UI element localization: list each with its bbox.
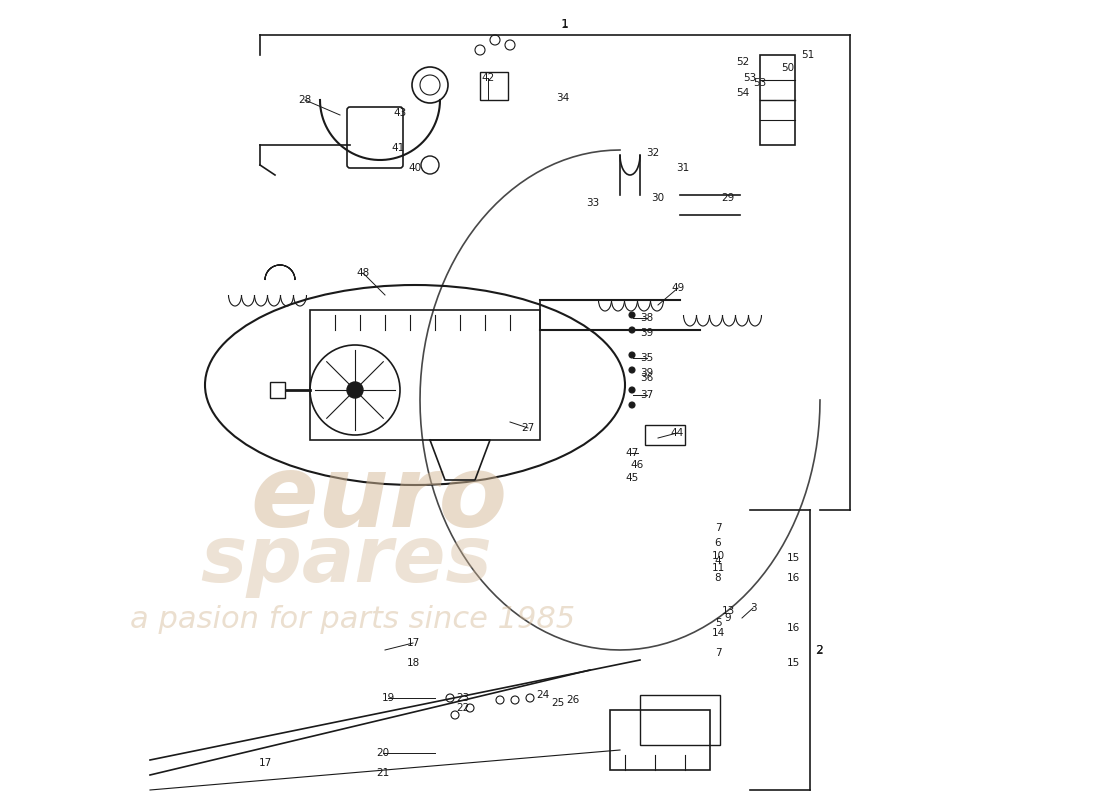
Text: 20: 20	[376, 748, 389, 758]
Text: 29: 29	[722, 193, 735, 203]
Text: spares: spares	[200, 522, 492, 598]
Circle shape	[629, 367, 635, 373]
Circle shape	[629, 402, 635, 408]
Text: 15: 15	[786, 553, 800, 563]
Text: 52: 52	[736, 57, 749, 67]
Text: 39: 39	[640, 368, 653, 378]
Text: 24: 24	[537, 690, 550, 700]
Text: 21: 21	[376, 768, 389, 778]
Text: 44: 44	[670, 428, 683, 438]
Circle shape	[629, 387, 635, 393]
Text: 7: 7	[715, 648, 722, 658]
Bar	[610, 710, 710, 770]
Circle shape	[346, 382, 363, 398]
Text: 23: 23	[456, 693, 470, 703]
Text: 6: 6	[715, 538, 722, 548]
Text: 10: 10	[712, 551, 725, 561]
Text: 53: 53	[754, 78, 767, 88]
Text: 25: 25	[551, 698, 564, 708]
Text: 22: 22	[456, 703, 470, 713]
Circle shape	[629, 327, 635, 333]
Text: 9: 9	[725, 613, 732, 623]
Text: 40: 40	[408, 163, 421, 173]
Bar	[270, 382, 285, 398]
Text: 33: 33	[586, 198, 600, 208]
Text: a pasion for parts since 1985: a pasion for parts since 1985	[130, 606, 575, 634]
Text: euro: euro	[250, 451, 507, 549]
Text: 28: 28	[298, 95, 311, 105]
Text: 15: 15	[786, 658, 800, 668]
Text: 8: 8	[715, 573, 722, 583]
Text: 3: 3	[750, 603, 757, 613]
Text: 35: 35	[640, 353, 653, 363]
Text: 17: 17	[406, 638, 419, 648]
Text: 16: 16	[786, 573, 800, 583]
Text: 7: 7	[715, 523, 722, 533]
Circle shape	[629, 352, 635, 358]
Bar	[310, 310, 540, 440]
Text: 34: 34	[557, 93, 570, 103]
Text: 16: 16	[786, 623, 800, 633]
Bar	[640, 695, 720, 745]
Text: 5: 5	[715, 618, 722, 628]
Text: 36: 36	[640, 373, 653, 383]
Text: 13: 13	[722, 606, 735, 616]
Text: 14: 14	[712, 628, 725, 638]
Text: 38: 38	[640, 313, 653, 323]
Bar	[760, 55, 795, 145]
Text: 4: 4	[715, 556, 722, 566]
Text: 32: 32	[647, 148, 660, 158]
Text: 2: 2	[815, 643, 823, 657]
Text: 42: 42	[482, 73, 495, 83]
Text: 18: 18	[406, 658, 419, 668]
Bar	[645, 425, 685, 445]
Text: 54: 54	[736, 88, 749, 98]
Text: 19: 19	[382, 693, 395, 703]
Text: 46: 46	[630, 460, 644, 470]
Text: 17: 17	[258, 758, 272, 768]
Text: 27: 27	[521, 423, 535, 433]
Text: 2: 2	[816, 645, 823, 655]
Text: 53: 53	[744, 73, 757, 83]
Polygon shape	[430, 440, 490, 480]
Text: 50: 50	[781, 63, 794, 73]
Bar	[480, 72, 508, 100]
Text: 26: 26	[566, 695, 580, 705]
Text: 37: 37	[640, 390, 653, 400]
Text: 1: 1	[561, 18, 569, 31]
Text: 51: 51	[802, 50, 815, 60]
Text: 47: 47	[626, 448, 639, 458]
Text: 49: 49	[671, 283, 684, 293]
Circle shape	[629, 312, 635, 318]
Text: 45: 45	[626, 473, 639, 483]
Text: 1: 1	[562, 19, 569, 29]
Text: 41: 41	[392, 143, 405, 153]
Text: 11: 11	[712, 563, 725, 573]
Text: 48: 48	[356, 268, 370, 278]
Text: 30: 30	[651, 193, 664, 203]
Text: 31: 31	[676, 163, 690, 173]
Text: 43: 43	[394, 108, 407, 118]
Text: 39: 39	[640, 328, 653, 338]
